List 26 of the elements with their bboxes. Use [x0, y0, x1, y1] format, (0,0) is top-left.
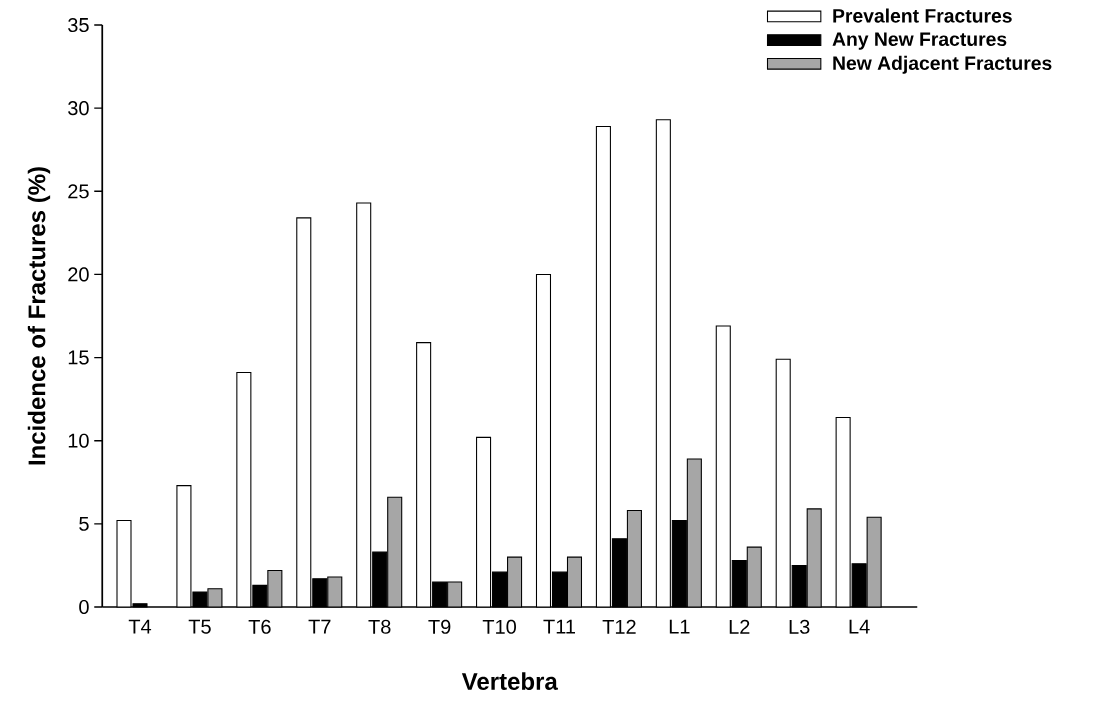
legend-label: New Adjacent Fractures — [833, 55, 1052, 74]
y-tick-label: 20 — [68, 267, 89, 282]
x-tick-label: L2 — [729, 619, 750, 634]
x-tick-label: L4 — [849, 619, 870, 634]
y-tick-label: 35 — [68, 17, 89, 33]
y-tick-label: 5 — [79, 516, 89, 531]
x-tick-label: T8 — [368, 619, 391, 634]
x-tick-label: L1 — [669, 619, 690, 634]
y-axis-title: Incidence of Fractures (%) — [27, 167, 51, 465]
x-tick-label: T11 — [543, 619, 575, 634]
x-tick-label: L3 — [789, 619, 810, 634]
y-tick-label: 30 — [68, 101, 89, 116]
x-tick-label: T6 — [248, 619, 271, 634]
x-tick-label: T12 — [602, 619, 636, 634]
x-tick-label: T4 — [128, 619, 152, 634]
y-tick-label: 25 — [68, 184, 89, 199]
x-tick-label: T10 — [482, 619, 516, 634]
y-tick-label: 15 — [68, 350, 89, 365]
legend-label: Prevalent Fractures — [833, 8, 1012, 23]
y-tick-label: 10 — [68, 433, 89, 448]
x-axis-title: Vertebra — [461, 672, 558, 690]
y-tick-label: 0 — [79, 599, 89, 615]
legend-label: Any New Fractures — [832, 32, 1007, 50]
x-tick-label: T5 — [188, 619, 211, 634]
x-tick-label: T7 — [308, 619, 331, 634]
x-tick-label: T9 — [428, 619, 451, 634]
